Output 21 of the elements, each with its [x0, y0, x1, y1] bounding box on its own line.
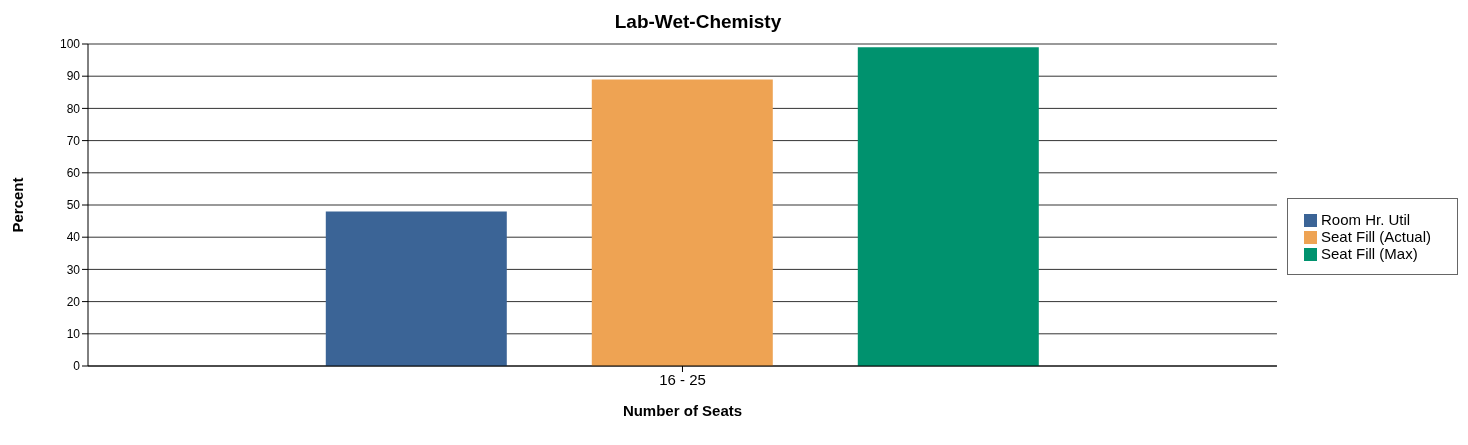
y-axis-title: Percent: [9, 177, 27, 233]
y-tick-label: 40: [66, 230, 81, 245]
y-tick-label: 50: [66, 198, 81, 213]
bar: [591, 79, 773, 366]
legend-label: Seat Fill (Actual): [1320, 227, 1431, 245]
x-tick-label: 16 - 25: [659, 370, 706, 388]
y-tick-label: 100: [59, 37, 81, 52]
x-axis-title: Number of Seats: [622, 402, 743, 419]
chart-title: Lab-Wet-Chemisty: [613, 10, 783, 34]
legend-label: Seat Fill (Max): [1320, 244, 1418, 262]
y-tick-label: 60: [66, 166, 81, 181]
bar: [857, 47, 1039, 366]
legend-label: Room Hr. Util: [1320, 210, 1411, 228]
y-tick-label: 80: [66, 101, 81, 116]
y-tick-label: 30: [66, 262, 81, 277]
bar: [325, 211, 507, 366]
y-tick-label: 70: [66, 133, 81, 148]
y-tick-label: 0: [73, 359, 81, 374]
y-tick-label: 10: [66, 327, 81, 342]
y-tick-label: 20: [66, 294, 81, 309]
y-tick-label: 90: [66, 69, 81, 84]
